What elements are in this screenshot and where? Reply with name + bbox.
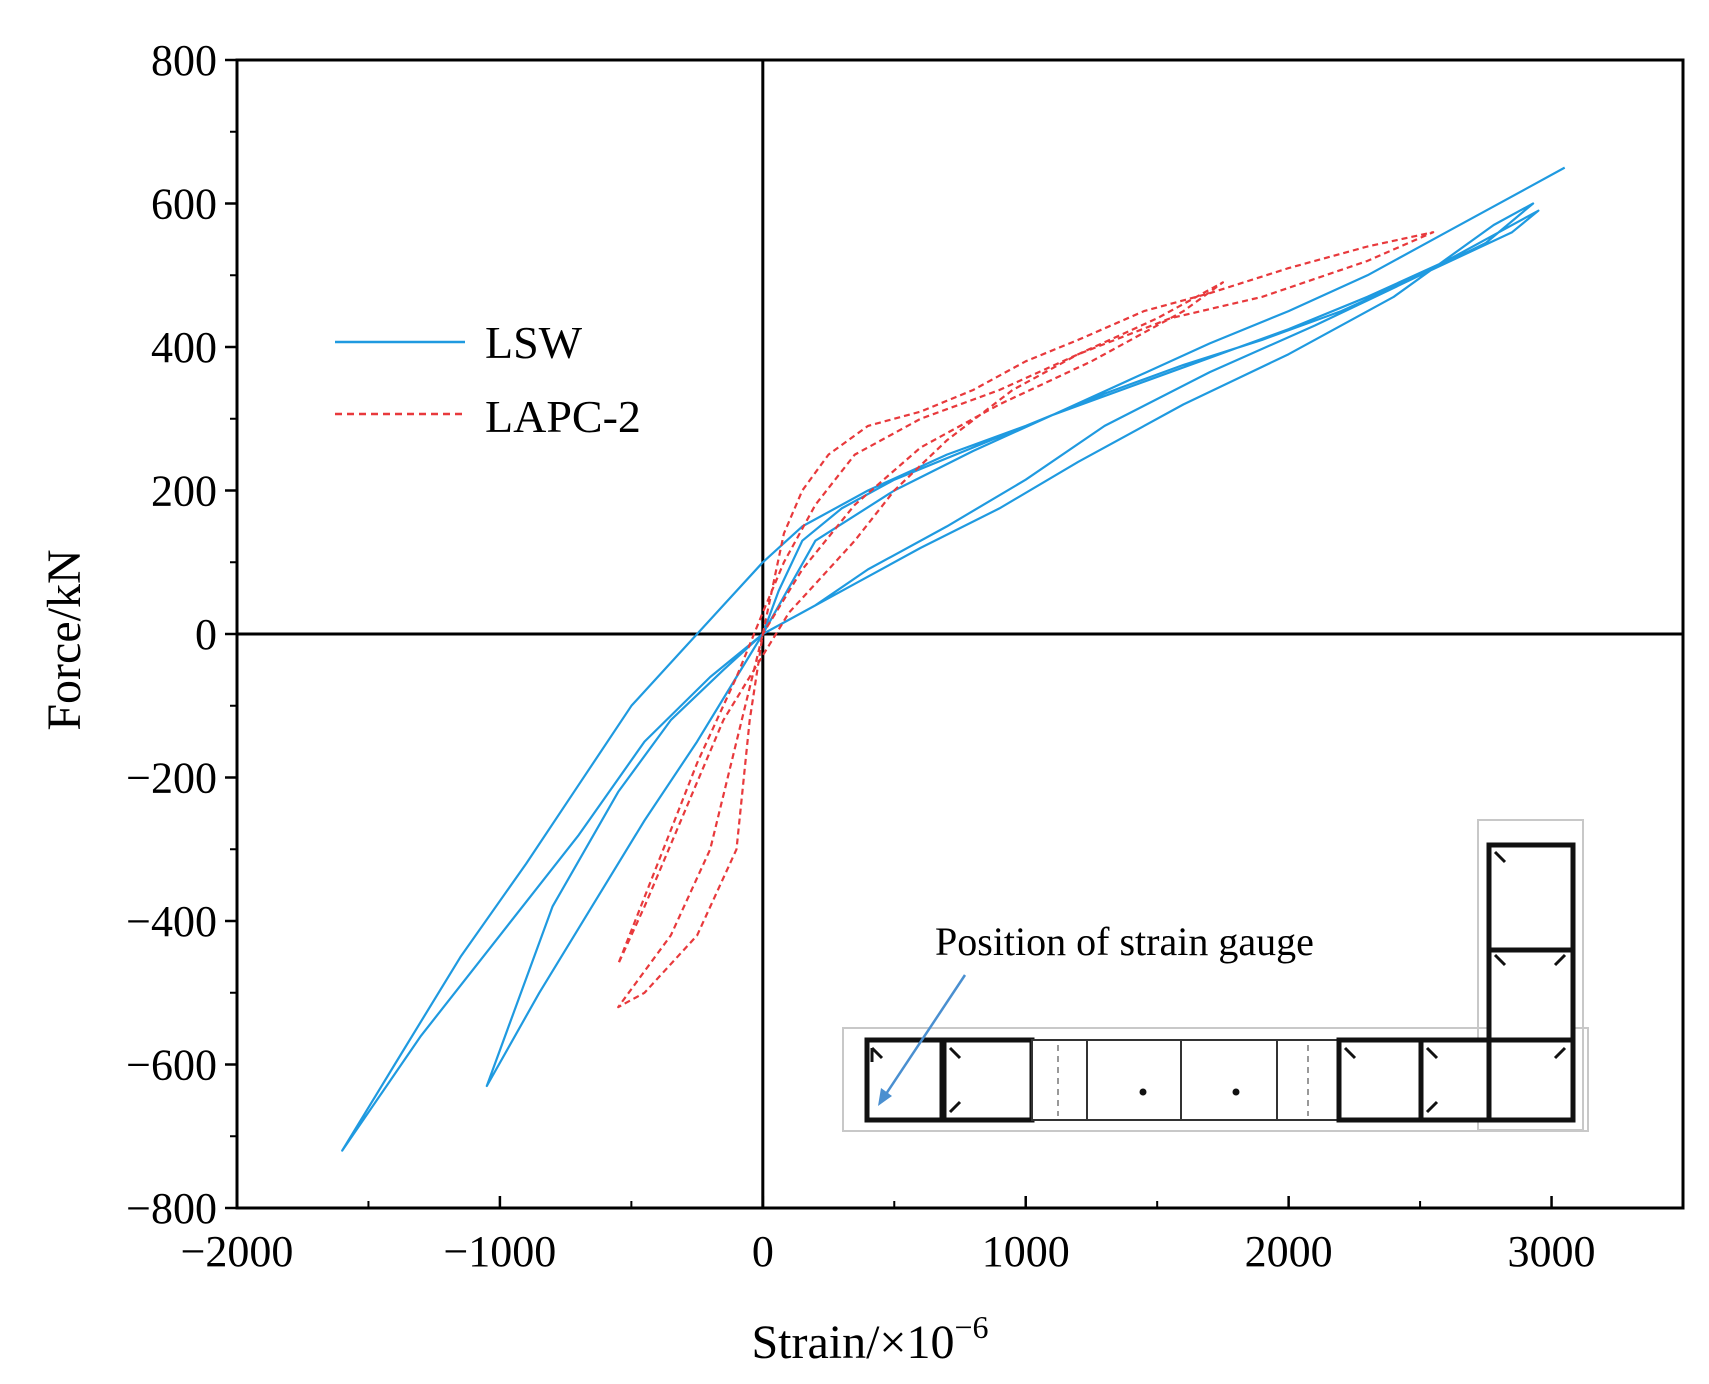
x-tick-label: 0 [752,1227,774,1276]
x-axis-title-superscript: −6 [955,1309,989,1345]
inset-cell [1486,842,1576,953]
inset-rebar-dot [1139,1088,1147,1096]
series-layer [341,166,1566,1152]
y-tick-label: −400 [126,897,217,946]
x-tick-label: −1000 [443,1227,556,1276]
legend-label-lsw: LSW [485,317,583,368]
inset-cell [1180,1039,1278,1121]
inset-arrow-head [878,1088,892,1106]
x-tick-label: 3000 [1508,1227,1596,1276]
x-tick-label: −2000 [181,1227,294,1276]
inset-cell [1031,1039,1088,1121]
legend-label-lapc-2: LAPC-2 [485,391,641,442]
inset-web-frame [842,1027,1589,1132]
inset-cell [864,1037,945,1123]
inset-stirrup-hooks [870,850,1567,1114]
inset-cell [1336,1037,1424,1123]
y-tick-label: 0 [195,610,217,659]
strain-gauge-inset: Position of strain gauge [842,819,1589,1132]
y-tick-label: 800 [151,36,217,85]
x-axis-title: Strain/×10−6 [751,1309,988,1369]
inset-flange-frame [1477,819,1584,1131]
y-tick-label: −200 [126,754,217,803]
y-tick-label: −600 [126,1041,217,1090]
inset-rebar-dot [1232,1088,1240,1096]
series-line-lapc-2 [617,231,1435,1009]
y-tick-label: 200 [151,467,217,516]
legend: LSW LAPC-2 [335,317,641,442]
plot-area [235,58,1685,1210]
inset-cell [941,1037,1035,1123]
axis-ticks: −2000 −1000 0 1000 2000 3000−800−600−400−2000… [126,36,1684,1276]
x-tick-label: 1000 [982,1227,1070,1276]
series-line-lsw [341,166,1566,1152]
y-axis-title: Force/kN [38,549,91,730]
inset-arrow-shaft [882,974,967,1098]
y-tick-label: 400 [151,323,217,372]
inset-cell [1086,1039,1182,1121]
x-tick-label: 2000 [1245,1227,1333,1276]
y-tick-label: −800 [126,1184,217,1233]
y-tick-label: 600 [151,180,217,229]
inset-label: Position of strain gauge [935,919,1314,964]
